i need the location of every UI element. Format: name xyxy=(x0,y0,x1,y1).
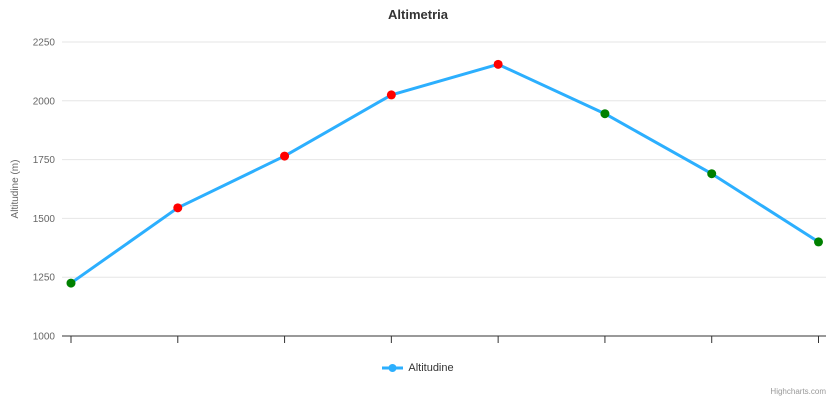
y-tick-label: 1000 xyxy=(33,332,56,343)
y-gridlines xyxy=(62,41,826,278)
y-tick-label: 1500 xyxy=(33,214,56,225)
data-point-marker[interactable] xyxy=(493,59,503,69)
legend-item-altitudine[interactable]: Altitudine xyxy=(0,362,836,374)
series-markers-group xyxy=(66,59,823,288)
data-point-marker[interactable] xyxy=(280,151,290,161)
data-point-marker[interactable] xyxy=(814,237,823,247)
y-tick-label: 1750 xyxy=(33,155,56,166)
altitude-line xyxy=(69,62,820,285)
chart-title: Altimetria xyxy=(388,7,448,22)
y-axis-labels: 1000 1250 1500 1750 2000 2250 xyxy=(33,38,56,343)
legend-item-label: Altitudine xyxy=(408,362,454,374)
y-tick-label: 2250 xyxy=(33,38,56,49)
data-point-marker[interactable] xyxy=(386,90,396,100)
data-point-marker[interactable] xyxy=(707,169,717,179)
highcharts-credit-link[interactable]: Highcharts.com xyxy=(770,387,826,396)
legend-marker-icon xyxy=(382,364,404,372)
series-line-group xyxy=(69,62,820,285)
y-tick-label: 2000 xyxy=(33,96,56,107)
y-tick-label: 1250 xyxy=(33,273,56,284)
data-point-marker[interactable] xyxy=(66,278,76,288)
data-point-marker[interactable] xyxy=(600,109,610,119)
x-axis xyxy=(62,335,826,343)
data-point-marker[interactable] xyxy=(173,203,183,213)
y-axis-title: Altitudine (m) xyxy=(10,160,21,219)
